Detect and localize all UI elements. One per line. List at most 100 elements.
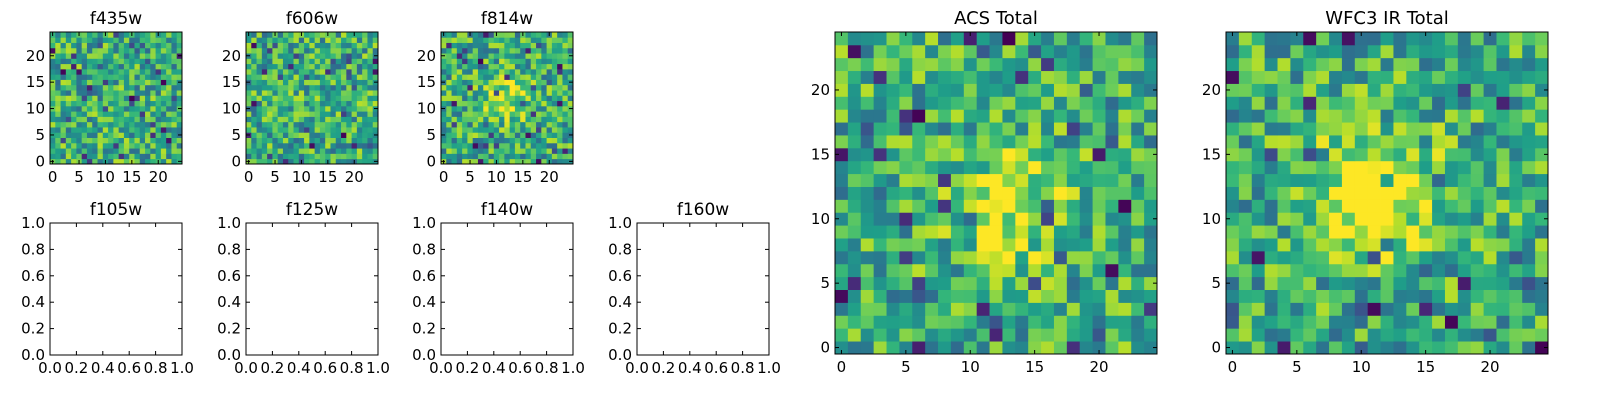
- pixel-cell: [1131, 341, 1145, 355]
- pixel-cell: [1432, 315, 1446, 329]
- pixel-cell: [1406, 32, 1420, 46]
- pixel-cell: [530, 79, 537, 86]
- pixel-cell: [256, 105, 263, 112]
- pixel-cell: [304, 132, 310, 138]
- pixel-cell: [1316, 263, 1330, 278]
- pixel-cell: [1028, 32, 1042, 46]
- pixel-cell: [1028, 341, 1042, 355]
- pixel-cell: [65, 79, 72, 86]
- pixel-cell: [304, 47, 310, 54]
- axes-frame: [245, 222, 379, 356]
- pixel-cell: [567, 42, 574, 49]
- pixel-cell: [81, 116, 88, 123]
- pixel-cell: [60, 68, 67, 75]
- pixel-cell: [1118, 122, 1132, 136]
- pixel-cell: [1444, 186, 1459, 200]
- pixel-cell: [176, 68, 183, 75]
- pixel-cell: [298, 74, 305, 80]
- pixel-cell: [467, 42, 474, 49]
- pixel-cell: [541, 95, 547, 102]
- pixel-cell: [272, 121, 279, 128]
- pixel-cell: [1041, 83, 1055, 97]
- pixel-cell: [1251, 315, 1266, 329]
- x-tick-label: 0.0: [429, 359, 453, 377]
- pixel-cell: [509, 142, 516, 149]
- pixel-cell: [493, 90, 500, 96]
- pixel-cell: [541, 121, 547, 128]
- pixel-cell: [1470, 173, 1484, 187]
- pixel-cell: [456, 53, 463, 59]
- pixel-cell: [938, 122, 952, 136]
- pixel-cell: [557, 153, 563, 160]
- pixel-cell: [171, 84, 178, 91]
- pixel-cell: [1015, 250, 1029, 265]
- pixel-cell: [1092, 302, 1106, 316]
- pixel-cell: [1432, 57, 1446, 72]
- pixel-cell: [525, 100, 532, 107]
- pixel-cell: [976, 263, 990, 278]
- pixel-cell: [176, 58, 183, 65]
- pixel-cell: [1041, 289, 1055, 303]
- x-tick-label: 20: [149, 168, 168, 186]
- pixel-cell: [256, 37, 263, 43]
- pixel-cell: [314, 132, 321, 138]
- pixel-cell: [1002, 147, 1016, 162]
- pixel-cell: [557, 58, 563, 65]
- pixel-cell: [1483, 186, 1497, 200]
- pixel-cell: [530, 84, 537, 91]
- pixel-cell: [139, 95, 146, 102]
- pixel-cell: [483, 32, 489, 38]
- pixel-cell: [1380, 96, 1394, 110]
- pixel-cell: [251, 121, 257, 128]
- pixel-cell: [835, 109, 849, 123]
- pixel-cell: [139, 84, 146, 91]
- pixel-cell: [1118, 32, 1132, 46]
- pixel-cell: [562, 90, 569, 96]
- pixel-cell: [551, 116, 558, 123]
- pixel-cell: [304, 32, 310, 38]
- pixel-cell: [483, 95, 489, 102]
- pixel-cell: [546, 53, 553, 59]
- pixel-cell: [530, 47, 537, 54]
- pixel-cell: [514, 47, 521, 54]
- pixel-cell: [989, 302, 1003, 316]
- pixel-cell: [1290, 212, 1304, 226]
- pixel-cell: [356, 84, 363, 91]
- pixel-cell: [1028, 276, 1042, 290]
- pixel-cell: [462, 142, 468, 149]
- pixel-cell: [1406, 96, 1420, 110]
- pixel-cell: [557, 63, 563, 70]
- pixel-cell: [1144, 135, 1158, 149]
- pixel-cell: [129, 63, 135, 70]
- x-tick-label: 0.0: [234, 359, 258, 377]
- pixel-cell: [1496, 328, 1510, 342]
- pixel-cell: [1393, 96, 1407, 110]
- pixel-cell: [488, 127, 495, 133]
- pixel-cell: [134, 37, 141, 43]
- pixel-cell: [171, 148, 178, 154]
- pixel-cell: [293, 42, 300, 49]
- pixel-cell: [65, 100, 72, 107]
- pixel-cell: [1393, 186, 1407, 200]
- pixel-cell: [256, 132, 263, 138]
- pixel-cell: [113, 153, 120, 160]
- pixel-cell: [134, 158, 141, 165]
- pixel-cell: [462, 32, 468, 38]
- pixel-cell: [525, 95, 532, 102]
- pixel-cell: [293, 142, 300, 149]
- pixel-cell: [873, 44, 887, 59]
- pixel-cell: [1028, 199, 1042, 213]
- pixel-cell: [472, 148, 479, 154]
- pixel-cell: [282, 63, 289, 70]
- pixel-cell: [256, 68, 263, 75]
- pixel-cell: [493, 53, 500, 59]
- pixel-cell: [160, 158, 167, 165]
- pixel-cell: [123, 68, 130, 75]
- pixel-cell: [1329, 186, 1343, 200]
- pixel-cell: [1303, 328, 1317, 342]
- pixel-cell: [551, 42, 558, 49]
- pixel-cell: [530, 90, 537, 96]
- pixel-cell: [1118, 70, 1132, 84]
